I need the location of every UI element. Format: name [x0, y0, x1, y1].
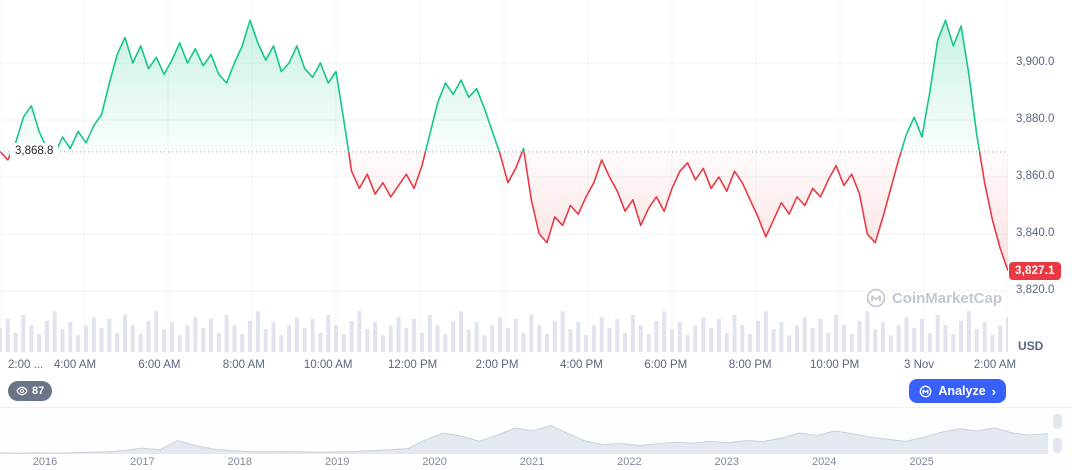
timeline-year-label[interactable]: 2016: [32, 456, 58, 468]
timeline-year-label[interactable]: 2024: [811, 456, 837, 468]
x-axis-label: 4:00 PM: [559, 359, 603, 371]
timeline-year-label[interactable]: 2023: [714, 456, 740, 468]
timeline-year-label[interactable]: 2020: [422, 456, 447, 468]
analyze-label: Analyze: [938, 384, 986, 398]
baseline-price-label: 3,868.8: [10, 142, 59, 159]
x-axis-label: 10:00 PM: [809, 359, 860, 371]
watermark-text: CoinMarketCap: [891, 289, 1002, 307]
x-axis-label: 10:00 AM: [303, 359, 353, 371]
timeline-year-label[interactable]: 2017: [130, 456, 155, 468]
timeline-scroll-handle-down[interactable]: [1053, 438, 1062, 453]
price-chart-canvas[interactable]: [0, 0, 1008, 355]
watching-count: 87: [32, 385, 45, 397]
x-axis-label: 4:00 AM: [53, 359, 97, 371]
y-axis-label: 3,880.0: [1016, 113, 1055, 125]
watermark: CoinMarketCap: [866, 288, 1002, 308]
timeline-year-label[interactable]: 2018: [227, 456, 253, 468]
timeline-mini-chart[interactable]: [0, 409, 1072, 455]
timeline-year-label[interactable]: 2022: [617, 456, 642, 468]
y-axis-unit-label: USD: [1018, 339, 1044, 353]
y-axis-label: 3,840.0: [1016, 227, 1055, 239]
analyze-button[interactable]: Analyze ›: [909, 379, 1006, 403]
date-range-timeline[interactable]: 2016 2017 2018 2019 2020 2021 2022 2023 2024 2025: [0, 407, 1072, 470]
x-axis-label: 8:00 AM: [222, 359, 265, 371]
eye-icon: [16, 385, 28, 397]
x-axis-label: 6:00 PM: [644, 359, 688, 371]
y-axis-label: 3,900.0: [1016, 56, 1055, 68]
timeline-year-label[interactable]: 2019: [324, 456, 350, 468]
timeline-year-label[interactable]: 2021: [519, 456, 545, 468]
x-axis-label: 2:00 PM: [475, 359, 519, 371]
last-price-badge: 3,827.1: [1009, 261, 1061, 280]
x-axis-label: 8:00 PM: [728, 359, 772, 371]
timeline-year-label[interactable]: 2025: [909, 456, 934, 468]
x-axis-label: 6:00 AM: [138, 359, 181, 371]
y-axis-label: 3,820.0: [1016, 284, 1055, 296]
x-axis: 2:00 ... 4:00 AM 6:00 AM 8:00 AM 10:00 AM 12:…: [0, 359, 1072, 375]
watching-badge[interactable]: 87: [8, 381, 53, 401]
x-axis-label: 2:00 AM: [973, 359, 1017, 371]
coinmarketcap-logo-icon: [866, 288, 886, 308]
timeline-scroll-handle-up[interactable]: [1053, 414, 1062, 429]
x-axis-label: 12:00 PM: [387, 359, 438, 371]
y-axis-label: 3,860.0: [1016, 170, 1055, 182]
chevron-right-icon: ›: [991, 383, 996, 399]
x-axis-label: 3 Nov: [903, 359, 935, 371]
analyze-logo-icon: [919, 385, 932, 398]
x-axis-label: 2:00 ...: [8, 359, 44, 371]
